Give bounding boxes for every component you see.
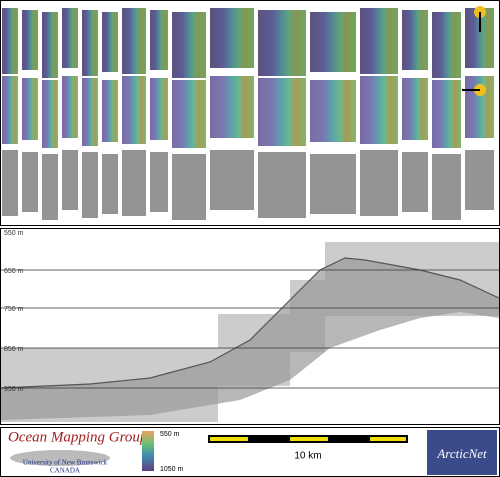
swath-strip bbox=[310, 80, 356, 142]
depth-label: 750 m bbox=[4, 306, 24, 313]
swath-strip bbox=[2, 76, 18, 144]
group-name: Ocean Mapping Group bbox=[8, 429, 148, 445]
swath-strip bbox=[210, 76, 254, 138]
swath-strip bbox=[360, 150, 398, 216]
swath-strip bbox=[82, 78, 98, 146]
swath-strip bbox=[122, 76, 146, 144]
swath-strip bbox=[172, 12, 206, 78]
swath-strip bbox=[102, 12, 118, 72]
swath-strip bbox=[82, 10, 98, 76]
colorbar-bottom: 1050 m bbox=[160, 466, 184, 473]
swath-strip bbox=[102, 154, 118, 214]
swath-strip bbox=[102, 80, 118, 142]
swath-strip bbox=[2, 150, 18, 216]
swath-strip bbox=[122, 8, 146, 74]
swath-strip bbox=[62, 76, 78, 138]
swath-strip bbox=[432, 12, 461, 78]
university: University of New Brunswick bbox=[23, 459, 108, 467]
swath-strip bbox=[172, 80, 206, 148]
depth-label: 550 m bbox=[4, 230, 24, 237]
swath-strip bbox=[465, 150, 494, 210]
depth-label: 850 m bbox=[4, 346, 24, 353]
swath-strip bbox=[22, 152, 38, 212]
country: CANADA bbox=[50, 467, 80, 475]
swath-strip bbox=[432, 154, 461, 220]
swath-strip bbox=[22, 10, 38, 70]
swath-strip bbox=[150, 78, 168, 140]
swath-strip bbox=[42, 154, 58, 220]
seafloor-profile bbox=[1, 258, 499, 420]
swath-strip bbox=[82, 152, 98, 218]
swath-strip bbox=[402, 78, 428, 140]
swath-strip bbox=[62, 150, 78, 210]
depth-label: 650 m bbox=[4, 268, 24, 275]
swath-strip bbox=[402, 10, 428, 70]
logo-shape bbox=[10, 450, 110, 466]
swath-strip bbox=[22, 78, 38, 140]
swath-strip bbox=[310, 154, 356, 214]
scale-segment bbox=[210, 437, 248, 441]
scale-label: 10 km bbox=[294, 451, 321, 462]
swath-strip bbox=[42, 12, 58, 78]
swath-strip bbox=[122, 150, 146, 216]
swath-strip bbox=[402, 152, 428, 212]
seafloor-line bbox=[0, 257, 500, 389]
colorbar bbox=[142, 431, 154, 471]
swath-strip bbox=[172, 154, 206, 220]
swath-strip bbox=[62, 8, 78, 68]
swath-strip bbox=[258, 10, 306, 76]
swath-strip bbox=[2, 8, 18, 74]
scale-segment bbox=[290, 437, 328, 441]
swath-strip bbox=[150, 152, 168, 212]
swath-strip bbox=[210, 8, 254, 68]
scale-segment bbox=[370, 437, 406, 441]
colorbar-top: 550 m bbox=[160, 431, 180, 438]
swath-strip bbox=[432, 80, 461, 148]
swath-strip bbox=[42, 80, 58, 148]
swath-strip bbox=[150, 10, 168, 70]
swath-strip bbox=[360, 8, 398, 74]
partner-logo bbox=[427, 430, 497, 475]
swath-strip bbox=[360, 76, 398, 144]
swath-strips bbox=[2, 8, 494, 220]
depth-grid: 550 m 650 m 750 m 850 m 950 m bbox=[1, 230, 499, 393]
partner-name: ArcticNet bbox=[436, 446, 487, 461]
swath-strip bbox=[310, 12, 356, 72]
swath-strip bbox=[210, 150, 254, 210]
swath-strip bbox=[258, 152, 306, 218]
depth-label: 950 m bbox=[4, 386, 24, 393]
swath-strip bbox=[258, 78, 306, 146]
